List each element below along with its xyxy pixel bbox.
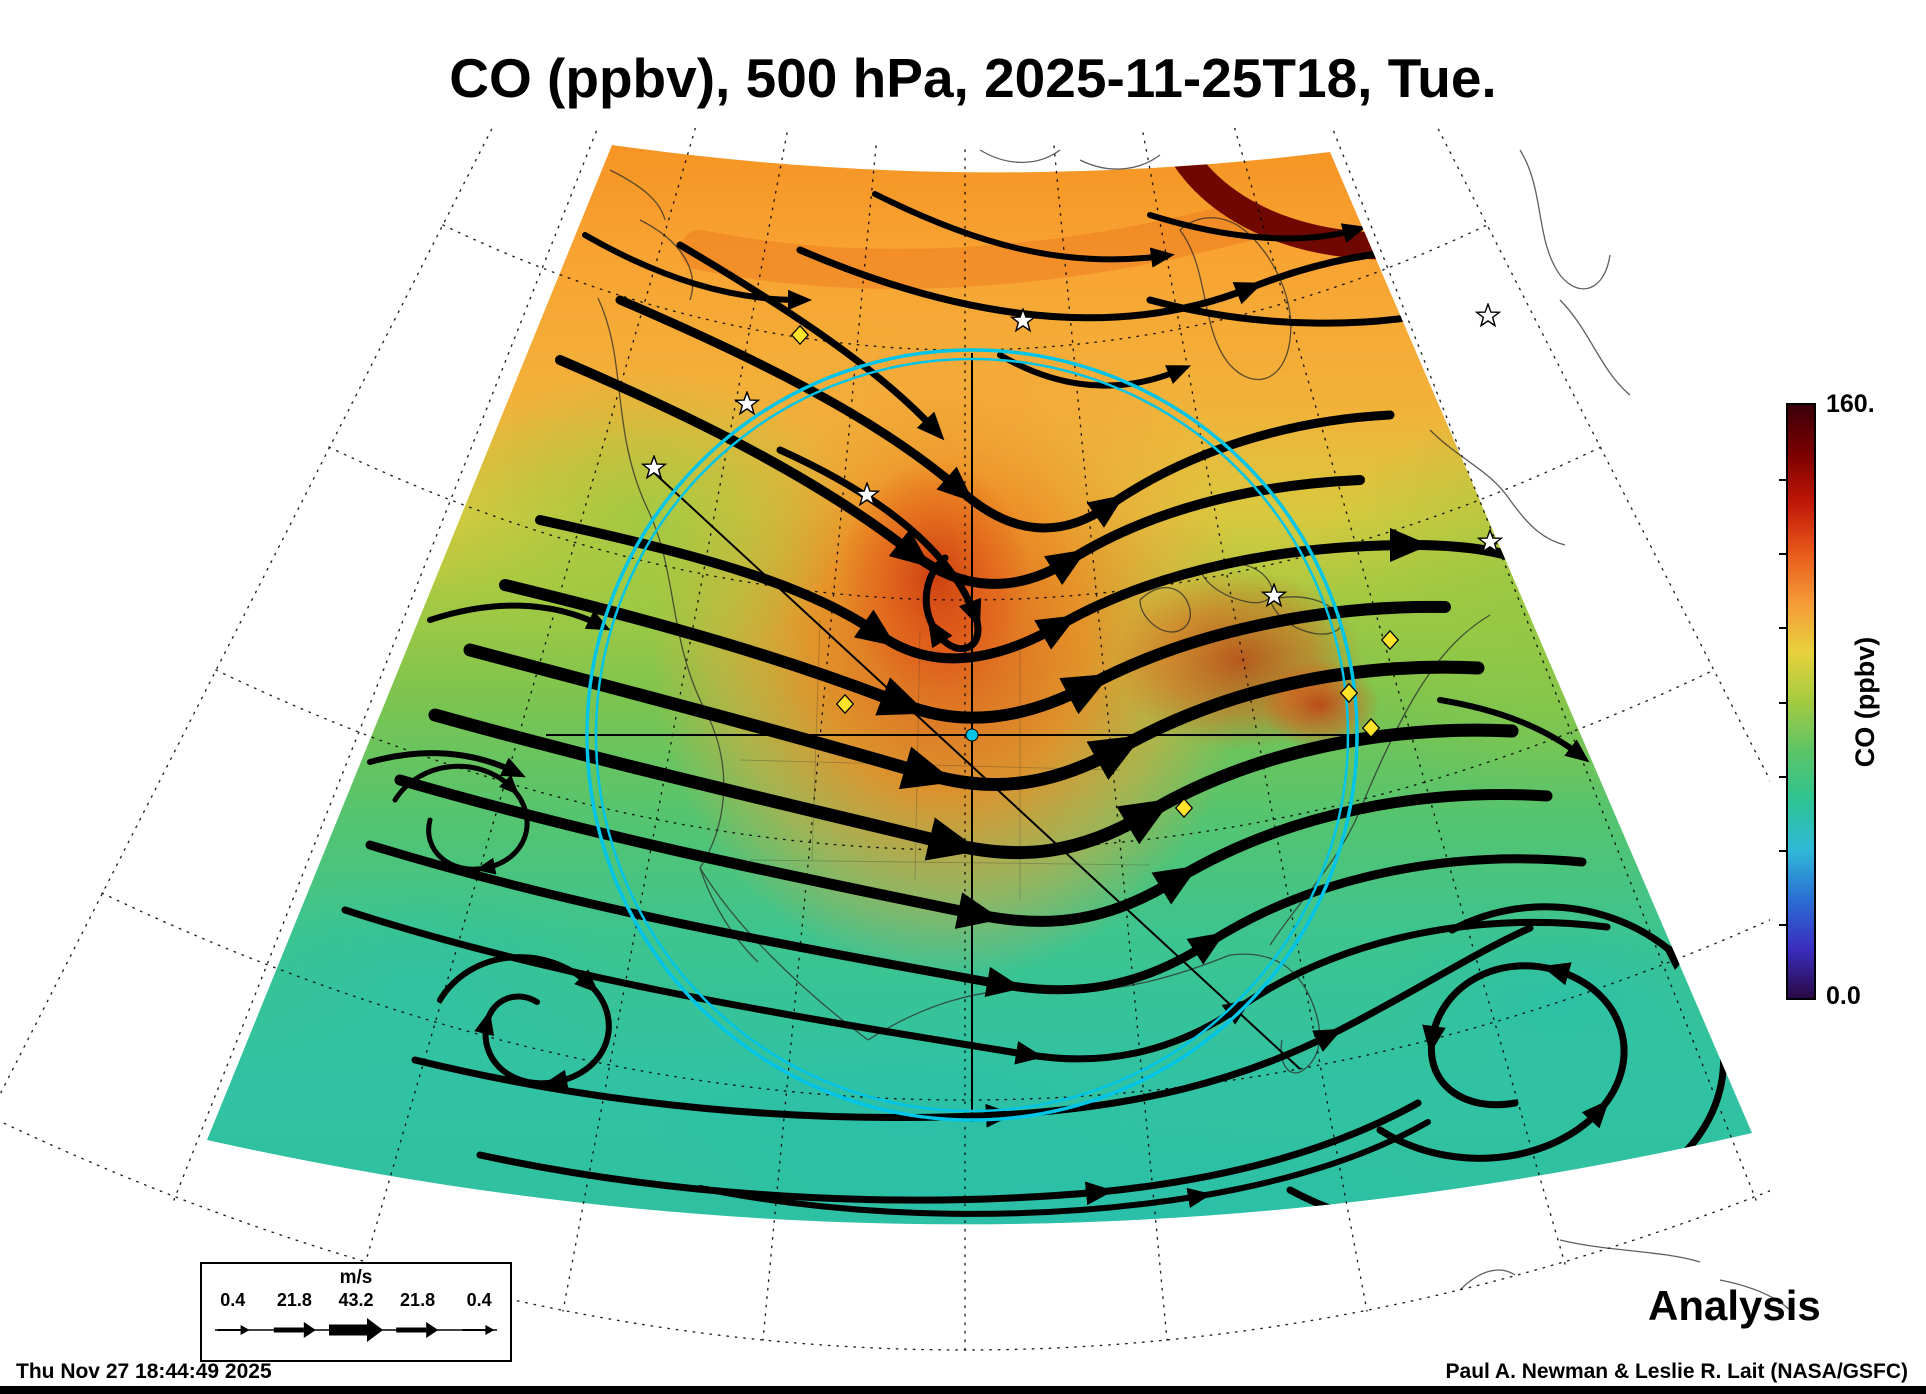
wind-speed-value: 43.2 — [338, 1290, 374, 1310]
wind-speed-value: 21.8 — [276, 1290, 312, 1310]
colorbar-min-label: 0.0 — [1826, 982, 1861, 1010]
plot-title: CO (ppbv), 500 hPa, 2025-11-25T18, Tue. — [449, 47, 1497, 109]
credit-text: Paul A. Newman & Leslie R. Lait (NASA/GS… — [1445, 1360, 1908, 1383]
colorbar-title: CO (ppbv) — [1850, 636, 1880, 768]
colorbar-tick — [1779, 479, 1787, 482]
colorbar-max-label: 160. — [1826, 390, 1875, 418]
bottom-border-bar — [0, 1386, 1926, 1394]
center-marker — [965, 728, 979, 742]
wind-speed-value: 21.8 — [400, 1290, 436, 1310]
wind-streamlines — [341, 191, 1728, 1225]
wind-units-label: m/s — [339, 1267, 373, 1288]
graticule — [0, 128, 1770, 1351]
wind-speed-arrows — [215, 1318, 497, 1342]
colorbar-gradient — [1788, 405, 1814, 998]
wind-speed-legend: m/s 0.4 21.8 43.2 21.8 0.4 — [200, 1262, 512, 1362]
wind-speed-value: 0.4 — [220, 1290, 246, 1310]
co-field — [207, 145, 1752, 1225]
site-star-marker — [1475, 303, 1501, 327]
analysis-label: Analysis — [1648, 1282, 1821, 1329]
colorbar-tick — [1779, 849, 1787, 852]
wind-speed-values: 0.4 21.8 43.2 21.8 0.4 — [202, 1290, 510, 1311]
wind-speed-value: 0.4 — [466, 1290, 492, 1310]
colorbar-tick — [1779, 923, 1787, 926]
colorbar-tick — [1779, 701, 1787, 704]
colorbar-tick — [1779, 553, 1787, 556]
range-circle-inner — [594, 357, 1350, 1113]
range-circle-overlay — [546, 348, 1396, 1122]
colorbar-tick — [1779, 775, 1787, 778]
crosshair-diagonal — [649, 468, 1301, 1070]
generated-timestamp: Thu Nov 27 18:44:49 2025 — [16, 1360, 272, 1383]
range-circle-outer — [585, 348, 1359, 1122]
colorbar-tick — [1779, 627, 1787, 630]
colorbar — [1779, 403, 1816, 1000]
